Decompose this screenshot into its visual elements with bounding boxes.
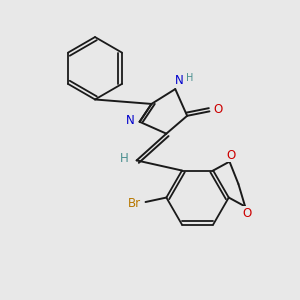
Text: N: N	[175, 74, 183, 87]
Text: Br: Br	[128, 197, 141, 210]
Text: O: O	[242, 206, 251, 220]
Text: H: H	[186, 73, 194, 83]
Text: H: H	[120, 152, 128, 165]
Text: O: O	[226, 148, 236, 162]
Text: N: N	[126, 114, 134, 127]
Text: O: O	[213, 103, 222, 116]
